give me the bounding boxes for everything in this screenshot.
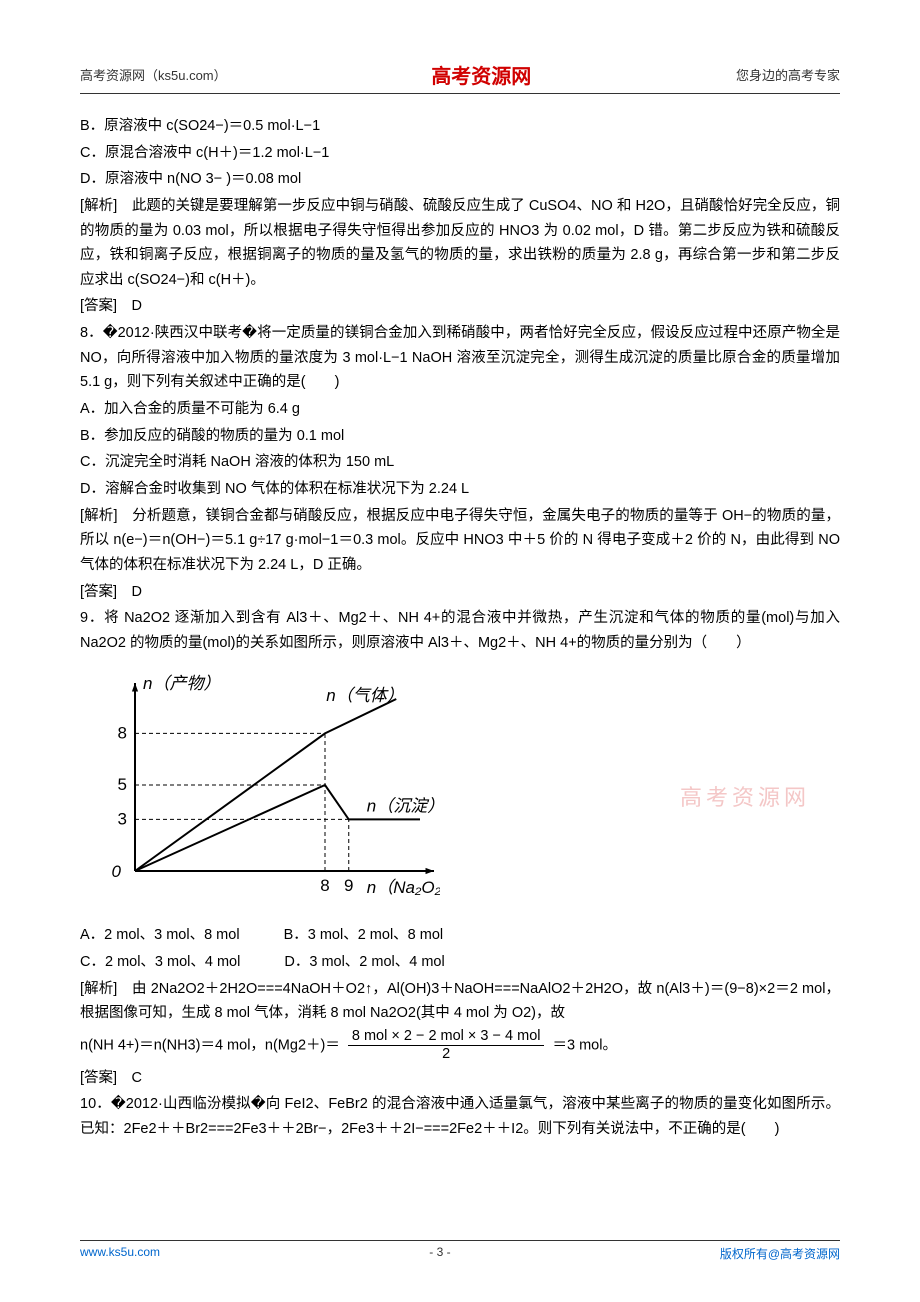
q9-opt-a: A．2 mol、3 mol、8 mol bbox=[80, 923, 240, 948]
q8-opt-a: A．加入合金的质量不可能为 6.4 g bbox=[80, 397, 840, 422]
footer-copyright: 版权所有@高考资源网 bbox=[720, 1245, 840, 1262]
analysis-9b: n(NH 4+)＝n(NH3)＝4 mol，n(Mg2＋)＝ 8 mol × 2… bbox=[80, 1028, 840, 1064]
question-8: 8．�2012·陕西汉中联考�将一定质量的镁铜合金加入到稀硝酸中，两者恰好完全反… bbox=[80, 321, 840, 395]
product-chart: 035889n（产物）n（气体）n（沉淀）n（Na₂O₂） bbox=[80, 669, 440, 909]
analysis-9b-post: ＝3 mol。 bbox=[553, 1038, 617, 1054]
watermark: 高考资源网 bbox=[680, 780, 810, 812]
q8-opt-b: B．参加反应的硝酸的物质的量为 0.1 mol bbox=[80, 424, 840, 449]
header-title: 高考资源网 bbox=[431, 60, 531, 89]
footer-url: www.ks5u.com bbox=[80, 1245, 160, 1262]
svg-text:9: 9 bbox=[344, 876, 353, 895]
svg-text:3: 3 bbox=[118, 810, 127, 829]
analysis-7: [解析] 此题的关键是要理解第一步反应中铜与硝酸、硫酸反应生成了 CuSO4、N… bbox=[80, 194, 840, 293]
header-slogan: 您身边的高考专家 bbox=[736, 65, 840, 84]
answer-7: [答案] D bbox=[80, 294, 840, 319]
option-d: D．原溶液中 n(NO 3− )＝0.08 mol bbox=[80, 167, 840, 192]
svg-text:8: 8 bbox=[118, 724, 127, 743]
svg-text:0: 0 bbox=[112, 862, 122, 881]
svg-text:8: 8 bbox=[320, 876, 329, 895]
analysis-8: [解析] 分析题意，镁铜合金都与硝酸反应，根据反应中电子得失守恒，金属失电子的物… bbox=[80, 504, 840, 578]
question-9: 9．将 Na2O2 逐渐加入到含有 Al3＋、Mg2＋、NH 4+的混合液中并微… bbox=[80, 606, 840, 655]
question-10: 10．�2012·山西临汾模拟�向 FeI2、FeBr2 的混合溶液中通入适量氯… bbox=[80, 1092, 840, 1141]
analysis-9a: [解析] 由 2Na2O2＋2H2O===4NaOH＋O2↑，Al(OH)3＋N… bbox=[80, 977, 840, 1026]
svg-text:n（产物）: n（产物） bbox=[143, 674, 220, 693]
q9-options-row2: C．2 mol、3 mol、4 mol D．3 mol、2 mol、4 mol bbox=[80, 950, 840, 975]
option-b: B．原溶液中 c(SO24−)＝0.5 mol·L−1 bbox=[80, 114, 840, 139]
page-header: 高考资源网（ks5u.com） 高考资源网 您身边的高考专家 bbox=[80, 60, 840, 94]
page-footer: www.ks5u.com - 3 - 版权所有@高考资源网 bbox=[80, 1240, 840, 1262]
svg-text:n（Na₂O₂）: n（Na₂O₂） bbox=[367, 878, 440, 897]
answer-8: [答案] D bbox=[80, 580, 840, 605]
svg-text:n（气体）: n（气体） bbox=[326, 686, 403, 705]
document-body: B．原溶液中 c(SO24−)＝0.5 mol·L−1 C．原混合溶液中 c(H… bbox=[80, 114, 840, 1142]
analysis-9b-pre: n(NH 4+)＝n(NH3)＝4 mol，n(Mg2＋)＝ bbox=[80, 1038, 340, 1054]
option-c: C．原混合溶液中 c(H＋)＝1.2 mol·L−1 bbox=[80, 141, 840, 166]
fraction-denominator: 2 bbox=[348, 1046, 545, 1063]
answer-9: [答案] C bbox=[80, 1066, 840, 1091]
q9-opt-c: C．2 mol、3 mol、4 mol bbox=[80, 950, 240, 975]
fraction-numerator: 8 mol × 2 − 2 mol × 3 − 4 mol bbox=[348, 1028, 545, 1046]
svg-text:n（沉淀）: n（沉淀） bbox=[367, 797, 440, 816]
page-number: - 3 - bbox=[429, 1245, 450, 1262]
q8-opt-d: D．溶解合金时收集到 NO 气体的体积在标准状况下为 2.24 L bbox=[80, 477, 840, 502]
svg-text:5: 5 bbox=[118, 775, 127, 794]
q9-opt-d: D．3 mol、2 mol、4 mol bbox=[284, 950, 444, 975]
q9-opt-b: B．3 mol、2 mol、8 mol bbox=[284, 923, 444, 948]
header-site: 高考资源网（ks5u.com） bbox=[80, 65, 227, 84]
q8-opt-c: C．沉淀完全时消耗 NaOH 溶液的体积为 150 mL bbox=[80, 450, 840, 475]
fraction: 8 mol × 2 − 2 mol × 3 − 4 mol 2 bbox=[348, 1028, 545, 1064]
q9-options-row1: A．2 mol、3 mol、8 mol B．3 mol、2 mol、8 mol bbox=[80, 923, 840, 948]
